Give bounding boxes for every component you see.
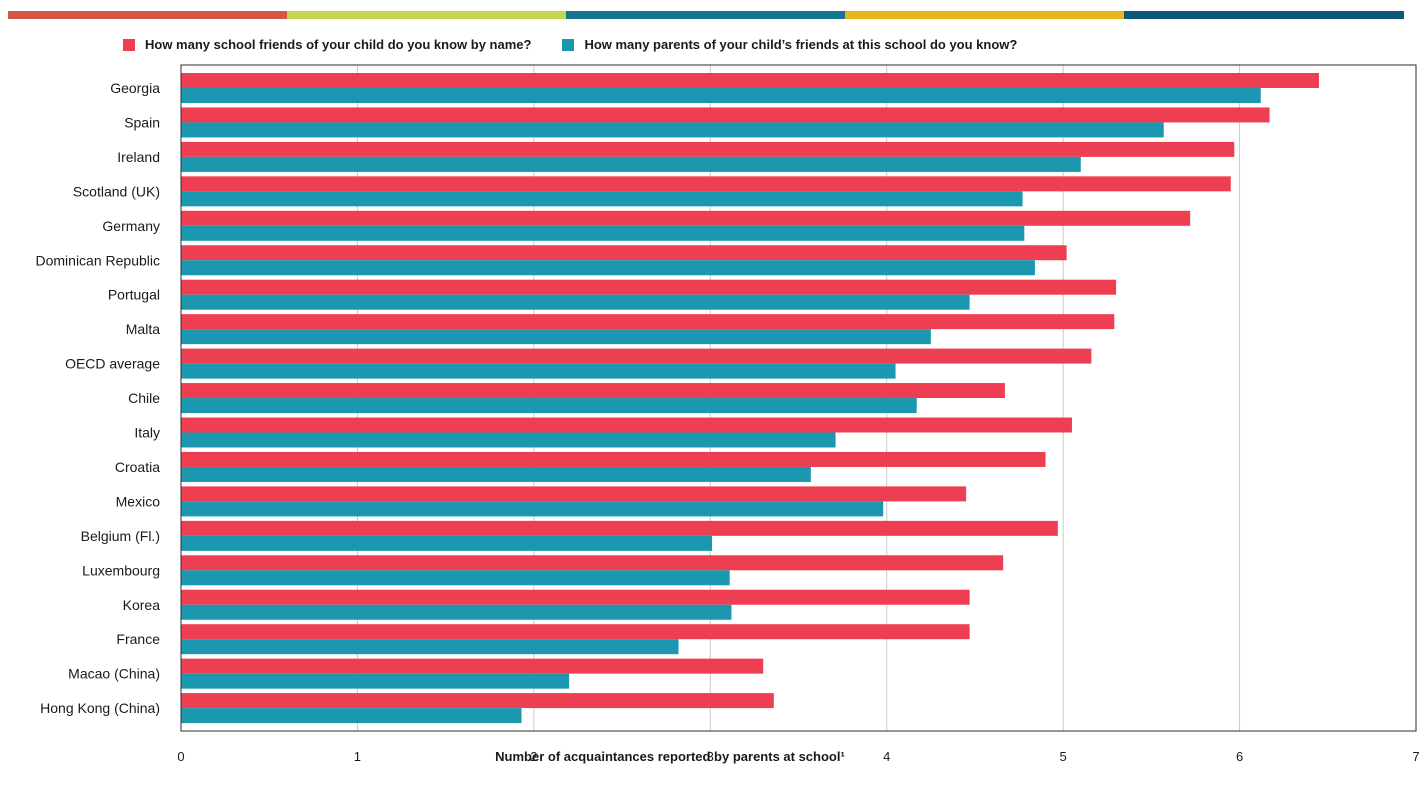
category-label: Macao (China) (68, 666, 160, 682)
category-label: Hong Kong (China) (40, 700, 160, 716)
legend-swatch-parents (562, 38, 575, 51)
category-labels: Georgia Spain Ireland Scotland (UK) Germany D… (35, 80, 160, 716)
x-tick-label: 2 (530, 749, 537, 764)
category-label: Scotland (UK) (73, 183, 160, 199)
bar-friends-3 (181, 176, 1231, 192)
x-tick-label: 4 (883, 749, 890, 764)
legend-swatch-friends (123, 38, 135, 51)
legend-label-parents: How many parents of your child’s friends… (584, 37, 1018, 52)
chart-legend: How many school friends of your child do… (123, 37, 1048, 52)
band-segment-5 (1124, 11, 1404, 19)
x-tick-label: 0 (177, 749, 184, 764)
bar-parents-5 (181, 260, 1035, 276)
bar-parents-0 (181, 88, 1261, 103)
bar-parents-13 (181, 535, 713, 551)
band-segment-2 (287, 11, 566, 19)
bar-friends-18 (181, 693, 774, 709)
bar-friends-12 (181, 486, 967, 502)
band-segment-1 (8, 11, 287, 19)
category-label: Korea (123, 597, 161, 613)
bar-friends-15 (181, 589, 970, 605)
bar-parents-12 (181, 501, 884, 517)
bar-parents-4 (181, 225, 1025, 241)
legend-item-friends: How many school friends of your child do… (123, 37, 531, 52)
category-label: Germany (102, 218, 160, 234)
bar-friends-5 (181, 245, 1067, 261)
category-label: OECD average (65, 356, 160, 372)
category-label: Italy (134, 425, 160, 441)
bar-parents-10 (181, 432, 836, 448)
bar-parents-2 (181, 156, 1081, 172)
bar-friends-8 (181, 348, 1092, 364)
category-label: Croatia (115, 459, 160, 475)
bar-parents-15 (181, 604, 732, 620)
category-label: Luxembourg (82, 562, 160, 578)
bar-parents-3 (181, 191, 1023, 207)
category-label: France (116, 631, 160, 647)
legend-item-parents: How many parents of your child’s friends… (562, 37, 1017, 52)
bar-parents-18 (181, 708, 522, 724)
bar-friends-17 (181, 658, 764, 674)
bar-parents-8 (181, 363, 896, 379)
bar-parents-11 (181, 466, 811, 482)
band-segment-3 (566, 11, 845, 19)
x-tick-label: 1 (354, 749, 361, 764)
tick-labels: 0 1 2 3 4 5 6 7 (177, 749, 1419, 764)
bar-parents-7 (181, 329, 931, 345)
bar-friends-9 (181, 383, 1005, 399)
category-label: Georgia (110, 80, 160, 96)
bar-friends-4 (181, 210, 1191, 226)
header-color-band (8, 11, 1404, 19)
bar-friends-2 (181, 141, 1235, 157)
axes (180, 64, 1417, 732)
x-tick-label: 7 (1412, 749, 1419, 764)
x-axis-title: Number of acquaintances reported by pare… (495, 749, 845, 764)
category-label: Portugal (108, 287, 160, 303)
plot-frame (180, 64, 1417, 732)
bar-friends-16 (181, 624, 970, 640)
x-tick-label: 5 (1060, 749, 1067, 764)
bar-friends-14 (181, 555, 1004, 571)
bar-parents-16 (181, 639, 679, 655)
category-label: Belgium (Fl.) (81, 528, 160, 544)
x-tick-label: 6 (1236, 749, 1243, 764)
category-label: Spain (124, 114, 160, 130)
category-label: Ireland (117, 149, 160, 165)
category-label: Chile (128, 390, 160, 406)
category-label: Mexico (116, 493, 161, 509)
category-label: Dominican Republic (35, 252, 160, 268)
bar-friends-7 (181, 314, 1115, 330)
bar-parents-17 (181, 673, 570, 689)
bar-parents-9 (181, 398, 917, 414)
category-label: Malta (126, 321, 160, 337)
x-tick-label: 3 (707, 749, 714, 764)
legend-label-friends: How many school friends of your child do… (145, 37, 532, 52)
bar-parents-1 (181, 122, 1164, 138)
bar-parents-6 (181, 294, 970, 310)
bars (181, 73, 1319, 724)
bar-friends-0 (181, 73, 1319, 88)
bar-friends-11 (181, 451, 1046, 467)
bar-friends-10 (181, 417, 1072, 433)
bar-parents-14 (181, 570, 730, 586)
bar-friends-1 (181, 107, 1270, 123)
band-segment-4 (845, 11, 1124, 19)
bar-friends-13 (181, 520, 1058, 536)
bar-friends-6 (181, 279, 1117, 295)
